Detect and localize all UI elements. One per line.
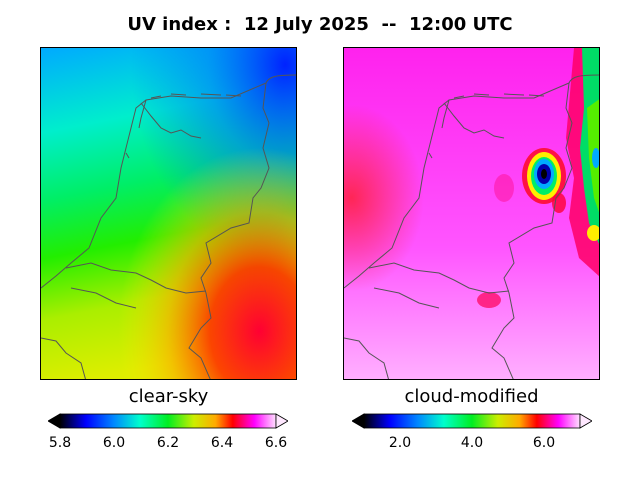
cloud-modified-colorbar — [352, 413, 592, 429]
clear-sky-colorbar — [48, 413, 288, 429]
colorbar-tick-label: 6.6 — [265, 435, 287, 451]
clear-sky-label: clear-sky — [40, 386, 297, 407]
colorbar-tick-label: 6.2 — [157, 435, 179, 451]
colorbar-tick-label: 5.8 — [49, 435, 71, 451]
colorbar-tick-label: 6.4 — [211, 435, 233, 451]
cloud-modified-label: cloud-modified — [343, 386, 600, 407]
colorbar-tick-label: 4.0 — [461, 435, 483, 451]
map-title: UV index : 12 July 2025 -- 12:00 UTC — [0, 14, 640, 35]
cloud-modified-map — [343, 47, 600, 380]
colorbar-tick-label: 6.0 — [533, 435, 555, 451]
clear-sky-map — [40, 47, 297, 380]
colorbar-tick-label: 6.0 — [103, 435, 125, 451]
colorbar-tick-label: 2.0 — [389, 435, 411, 451]
